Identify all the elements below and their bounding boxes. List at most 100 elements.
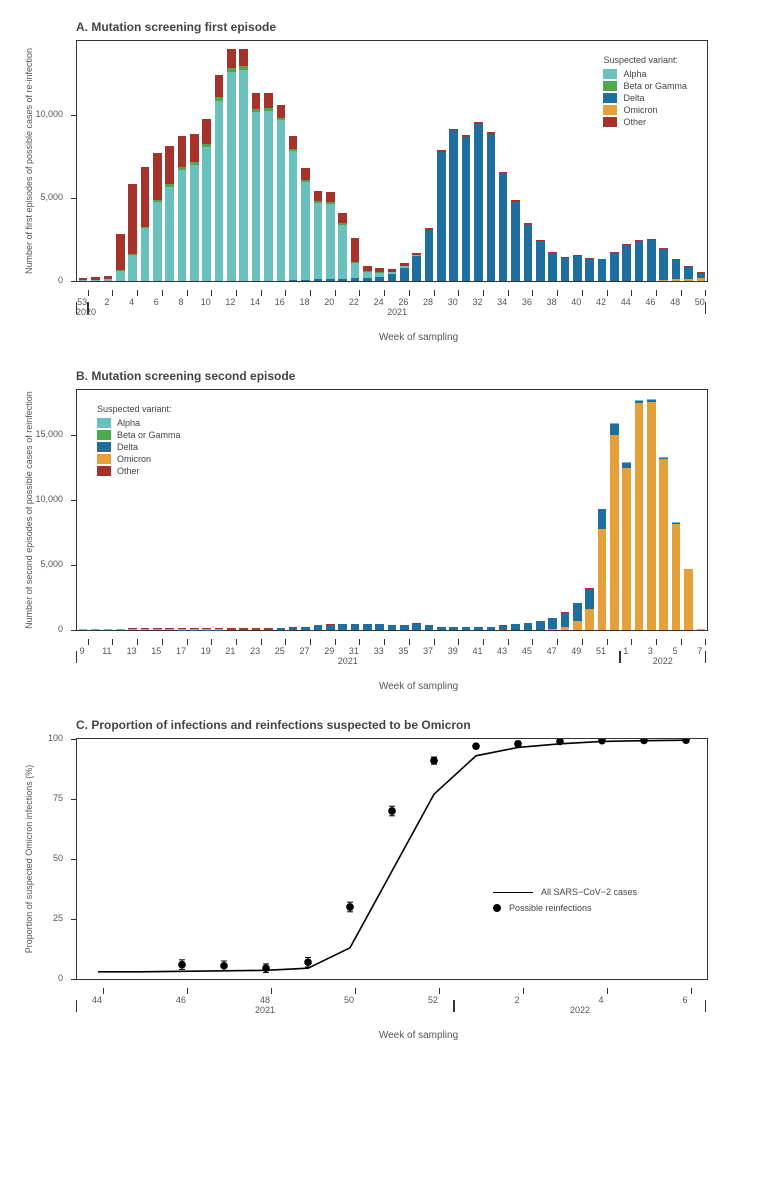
panel-c-yticks: 0255075100 xyxy=(77,739,707,979)
bar-col xyxy=(437,150,446,281)
bar-col xyxy=(598,509,607,630)
bar-col xyxy=(561,257,570,281)
bar-col xyxy=(449,627,458,630)
legend-item: Omicron xyxy=(603,105,687,115)
panel-c-xticks: 4446485052246 xyxy=(76,988,706,1002)
bar-col xyxy=(684,569,693,630)
bar-col xyxy=(326,624,335,630)
bar-col xyxy=(215,75,224,281)
bar-col xyxy=(697,272,706,281)
bar-col xyxy=(264,628,273,630)
legend-item: Omicron xyxy=(97,454,181,464)
bar-col xyxy=(239,49,248,281)
panel-a-ylabel: Number of first episodes of possible cas… xyxy=(24,48,34,274)
bar-col xyxy=(635,400,644,630)
legend-item: Alpha xyxy=(603,69,687,79)
bar-col xyxy=(165,146,174,281)
bar-col xyxy=(561,612,570,630)
bar-col xyxy=(697,629,706,630)
bar-col xyxy=(79,278,88,281)
bar-col xyxy=(351,624,360,630)
bar-col xyxy=(622,462,631,630)
page: { "colors":{ "alpha":"#69c0bd","beta":"#… xyxy=(0,0,777,1107)
bar-col xyxy=(462,135,471,281)
panel-b-chart: Number of second episodes of possible ca… xyxy=(76,389,708,631)
bar-col xyxy=(289,136,298,281)
bar-col xyxy=(425,228,434,281)
legend-item: Other xyxy=(97,466,181,476)
bar-col xyxy=(598,259,607,282)
bar-col xyxy=(363,624,372,630)
bar-col xyxy=(647,399,656,630)
bar-col xyxy=(314,191,323,281)
legend-point: Possible reinfections xyxy=(493,903,637,913)
panel-a-years: 20202021 xyxy=(76,306,706,322)
panel-b-xlabel: Week of sampling xyxy=(76,681,761,692)
bar-col xyxy=(647,239,656,281)
bar-col xyxy=(227,49,236,281)
bar-col xyxy=(338,624,347,630)
bar-col xyxy=(635,240,644,281)
bar-col xyxy=(388,625,397,630)
legend-item: Beta or Gamma xyxy=(603,81,687,91)
bar-col xyxy=(165,628,174,630)
bar-col xyxy=(573,603,582,630)
panel-a-xticks: 5324681012141618202224262830323436384042… xyxy=(76,290,706,304)
bar-col xyxy=(153,153,162,281)
panel-a-title: A. Mutation screening first episode xyxy=(76,20,761,34)
bar-col xyxy=(301,168,310,281)
bar-col xyxy=(215,628,224,630)
bar-col xyxy=(116,629,125,630)
panel-c-years: 20212022 xyxy=(76,1004,706,1020)
panel-b-legend: Suspected variant:AlphaBeta or GammaDelt… xyxy=(89,400,189,482)
bar-col xyxy=(326,192,335,281)
bar-col xyxy=(363,266,372,281)
bar-col xyxy=(610,252,619,281)
panel-b-xticks: 9111315171921232527293133353739414345474… xyxy=(76,639,706,653)
bar-col xyxy=(437,627,446,630)
bar-col xyxy=(548,618,557,630)
bar-col xyxy=(264,93,273,281)
panel-a-legend: Suspected variant:AlphaBeta or GammaDelt… xyxy=(595,51,695,133)
legend-item: Other xyxy=(603,117,687,127)
bar-col xyxy=(524,223,533,281)
bar-col xyxy=(289,627,298,630)
bar-col xyxy=(91,629,100,630)
bar-col xyxy=(277,105,286,281)
legend-item: Delta xyxy=(97,442,181,452)
bar-col xyxy=(388,269,397,281)
bar-col xyxy=(351,238,360,281)
bar-col xyxy=(178,628,187,630)
bar-col xyxy=(585,258,594,281)
panel-b-ylabel: Number of second episodes of possible ca… xyxy=(24,391,34,629)
bar-col xyxy=(190,628,199,630)
bar-col xyxy=(487,627,496,630)
bar-col xyxy=(375,268,384,281)
bar-col xyxy=(511,624,520,630)
bar-col xyxy=(536,621,545,630)
bar-col xyxy=(104,276,113,281)
bar-col xyxy=(400,625,409,630)
bar-col xyxy=(141,628,150,630)
bar-col xyxy=(412,253,421,281)
bar-col xyxy=(277,628,286,630)
bar-col xyxy=(672,259,681,281)
bar-col xyxy=(202,119,211,281)
panel-a-xlabel: Week of sampling xyxy=(76,332,761,343)
legend-item: Delta xyxy=(603,93,687,103)
legend-item: Beta or Gamma xyxy=(97,430,181,440)
bar-col xyxy=(659,457,668,630)
bar-col xyxy=(91,277,100,281)
bar-col xyxy=(499,172,508,281)
bar-col xyxy=(474,627,483,630)
bar-col xyxy=(425,625,434,630)
bar-col xyxy=(239,628,248,630)
panel-a-chart: Number of first episodes of possible cas… xyxy=(76,40,708,282)
bar-col xyxy=(536,240,545,281)
bar-col xyxy=(338,213,347,281)
bar-col xyxy=(153,628,162,630)
bar-col xyxy=(548,252,557,281)
bar-col xyxy=(511,200,520,281)
bar-col xyxy=(622,244,631,281)
bar-col xyxy=(301,627,310,631)
